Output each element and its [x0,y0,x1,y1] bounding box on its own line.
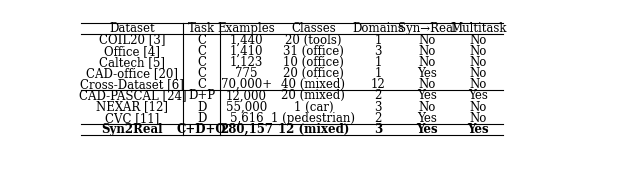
Text: 775: 775 [235,67,258,80]
Text: Classes: Classes [291,22,336,35]
Text: No: No [470,45,487,58]
Text: 1 (pedestrian): 1 (pedestrian) [271,112,355,125]
Text: D: D [197,112,207,125]
Text: No: No [470,101,487,114]
Text: 3: 3 [374,101,381,114]
Text: C+D+O: C+D+O [177,123,227,136]
Text: 1,440: 1,440 [230,34,263,47]
Text: C: C [197,45,206,58]
Text: 40 (mixed): 40 (mixed) [282,78,346,91]
Text: No: No [419,78,436,91]
Text: No: No [470,78,487,91]
Text: C: C [197,67,206,80]
Text: 12 (mixed): 12 (mixed) [278,123,349,136]
Text: No: No [470,67,487,80]
Text: No: No [419,45,436,58]
Text: Syn→Real: Syn→Real [398,22,457,35]
Text: 1: 1 [374,34,381,47]
Text: D: D [197,101,207,114]
Text: No: No [419,101,436,114]
Text: Yes: Yes [417,67,437,80]
Text: CAD-office [20]: CAD-office [20] [86,67,179,80]
Text: 1,123: 1,123 [230,56,263,69]
Text: Yes: Yes [468,89,488,102]
Text: 10 (office): 10 (office) [283,56,344,69]
Text: 1: 1 [374,67,381,80]
Text: 3: 3 [374,45,381,58]
Text: 1: 1 [374,56,381,69]
Text: C: C [197,78,206,91]
Text: COIL20 [3]: COIL20 [3] [99,34,166,47]
Text: 20 (mixed): 20 (mixed) [282,89,346,102]
Text: Yes: Yes [417,123,438,136]
Text: Caltech [5]: Caltech [5] [99,56,165,69]
Text: 20 (tools): 20 (tools) [285,34,342,47]
Text: CVC [11]: CVC [11] [105,112,159,125]
Text: NEXAR [12]: NEXAR [12] [97,101,168,114]
Text: 12,000: 12,000 [226,89,267,102]
Text: No: No [419,34,436,47]
Text: Domains: Domains [352,22,404,35]
Text: 1,410: 1,410 [230,45,263,58]
Text: Dataset: Dataset [109,22,155,35]
Text: Yes: Yes [467,123,489,136]
Text: Office [4]: Office [4] [104,45,161,58]
Text: 5,616: 5,616 [230,112,263,125]
Text: Multitask: Multitask [450,22,506,35]
Text: No: No [419,56,436,69]
Text: Syn2Real: Syn2Real [102,123,163,136]
Text: D+P: D+P [188,89,215,102]
Text: No: No [470,112,487,125]
Text: 20 (office): 20 (office) [283,67,344,80]
Text: No: No [470,56,487,69]
Text: 280,157: 280,157 [220,123,273,136]
Text: 1 (car): 1 (car) [294,101,333,114]
Text: 70,000+: 70,000+ [221,78,272,91]
Text: C: C [197,56,206,69]
Text: No: No [470,34,487,47]
Text: Yes: Yes [417,112,437,125]
Text: Cross-Dataset [6]: Cross-Dataset [6] [81,78,184,91]
Text: Task: Task [188,22,215,35]
Text: C: C [197,34,206,47]
Text: Examples: Examples [218,22,275,35]
Text: 3: 3 [374,123,382,136]
Text: 2: 2 [374,89,381,102]
Text: 12: 12 [371,78,385,91]
Text: Yes: Yes [417,89,437,102]
Text: CAD-PASCAL [24]: CAD-PASCAL [24] [79,89,186,102]
Text: 55,000: 55,000 [226,101,267,114]
Text: 31 (office): 31 (office) [283,45,344,58]
Text: 2: 2 [374,112,381,125]
